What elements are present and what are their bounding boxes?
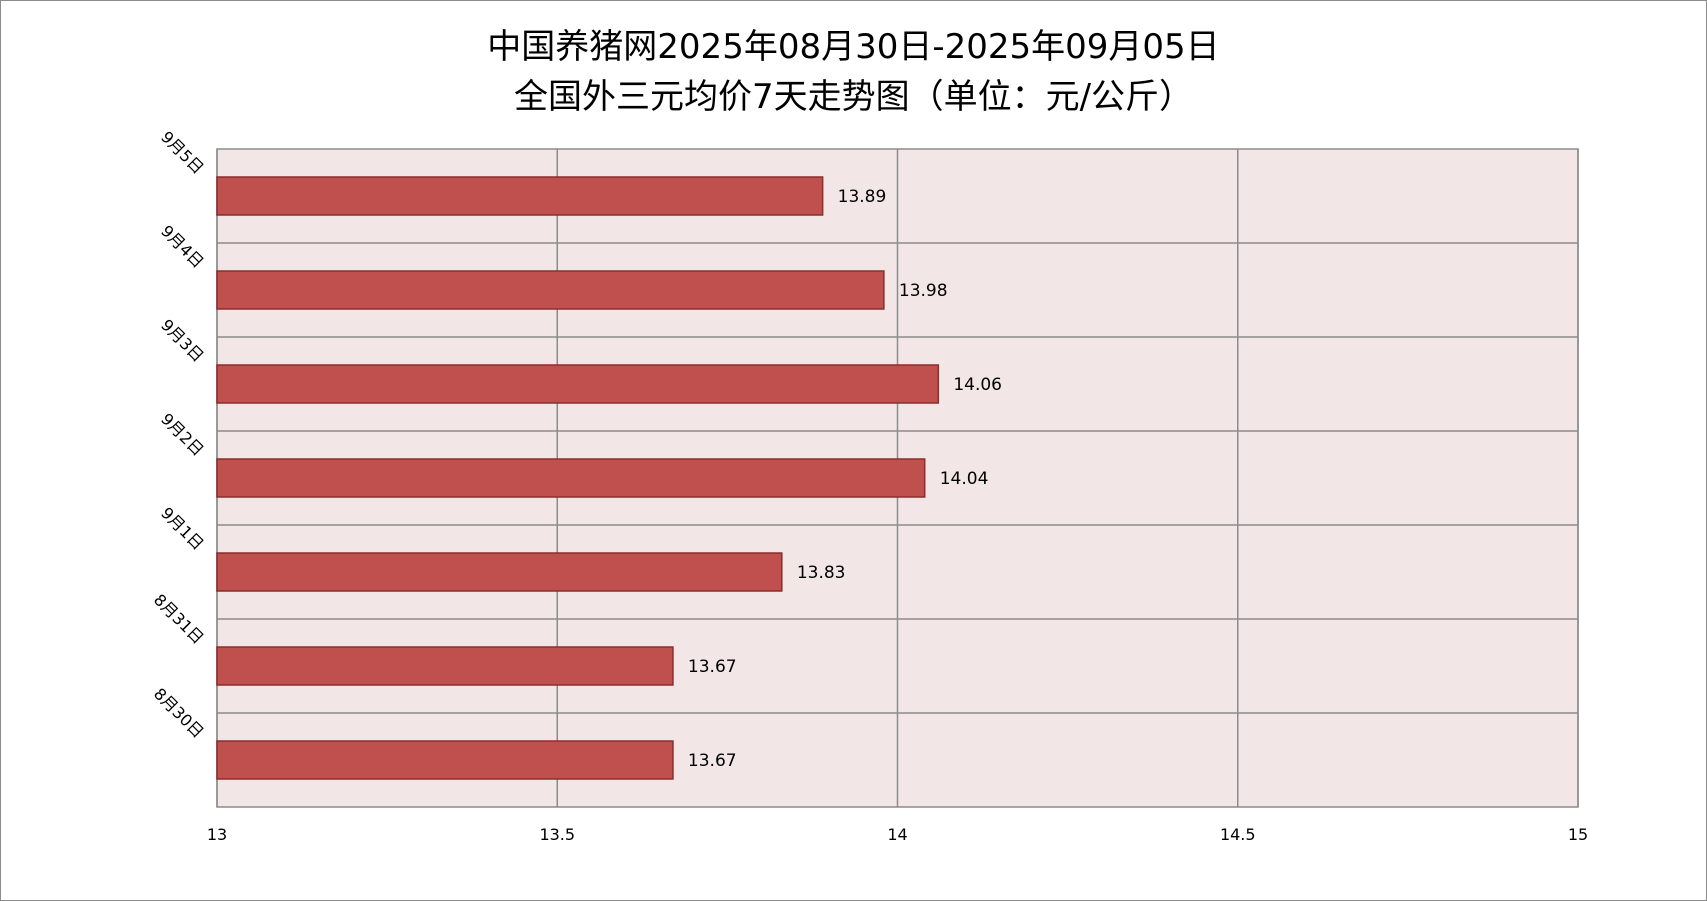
bars [216,176,940,780]
category-label-5: 8月31日 [150,590,208,648]
y-axis-categories: 9月5日 9月4日 9月3日 9月2日 9月1日 8月31日 8月30日 [150,127,208,741]
data-label-1: 13.98 [899,281,948,301]
data-label-2: 14.06 [953,375,1002,395]
gridlines [216,149,1579,807]
x-tick-label-4: 15 [1568,825,1588,844]
data-label-3: 14.04 [940,469,989,489]
category-label-4: 9月1日 [157,503,207,553]
category-label-6: 8月30日 [150,684,208,742]
category-label-0: 9月5日 [157,127,207,177]
x-tick-label-1: 13.5 [539,825,575,844]
x-tick-label-3: 14.5 [1220,825,1256,844]
data-label-6: 13.67 [688,751,737,771]
data-label-4: 13.83 [797,563,846,583]
data-label-0: 13.89 [838,187,887,207]
chart-subtitle: 全国外三元均价7天走势图（单位：元/公斤） [513,77,1194,117]
chart-title-block: 中国养猪网2025年08月30日-2025年09月05日 全国外三元均价7天走势… [0,22,1707,122]
bar-5 [216,646,674,686]
x-tick-label-2: 14 [887,825,907,844]
category-label-3: 9月2日 [157,409,207,459]
x-tick-label-0: 13 [207,825,227,844]
data-label-5: 13.67 [688,657,737,677]
bar-2 [216,364,940,404]
bar-6 [216,740,674,780]
data-labels: 13.89 13.98 14.06 14.04 13.83 13.67 13.67 [688,187,1002,771]
bar-1 [216,270,885,310]
bar-0 [216,176,824,216]
category-label-1: 9月4日 [157,221,207,271]
bar-3 [216,458,926,498]
chart-title: 中国养猪网2025年08月30日-2025年09月05日 [487,27,1220,67]
category-label-2: 9月3日 [157,315,207,365]
bar-4 [216,552,783,592]
x-axis-ticks: 13 13.5 14 14.5 15 [207,825,1588,844]
